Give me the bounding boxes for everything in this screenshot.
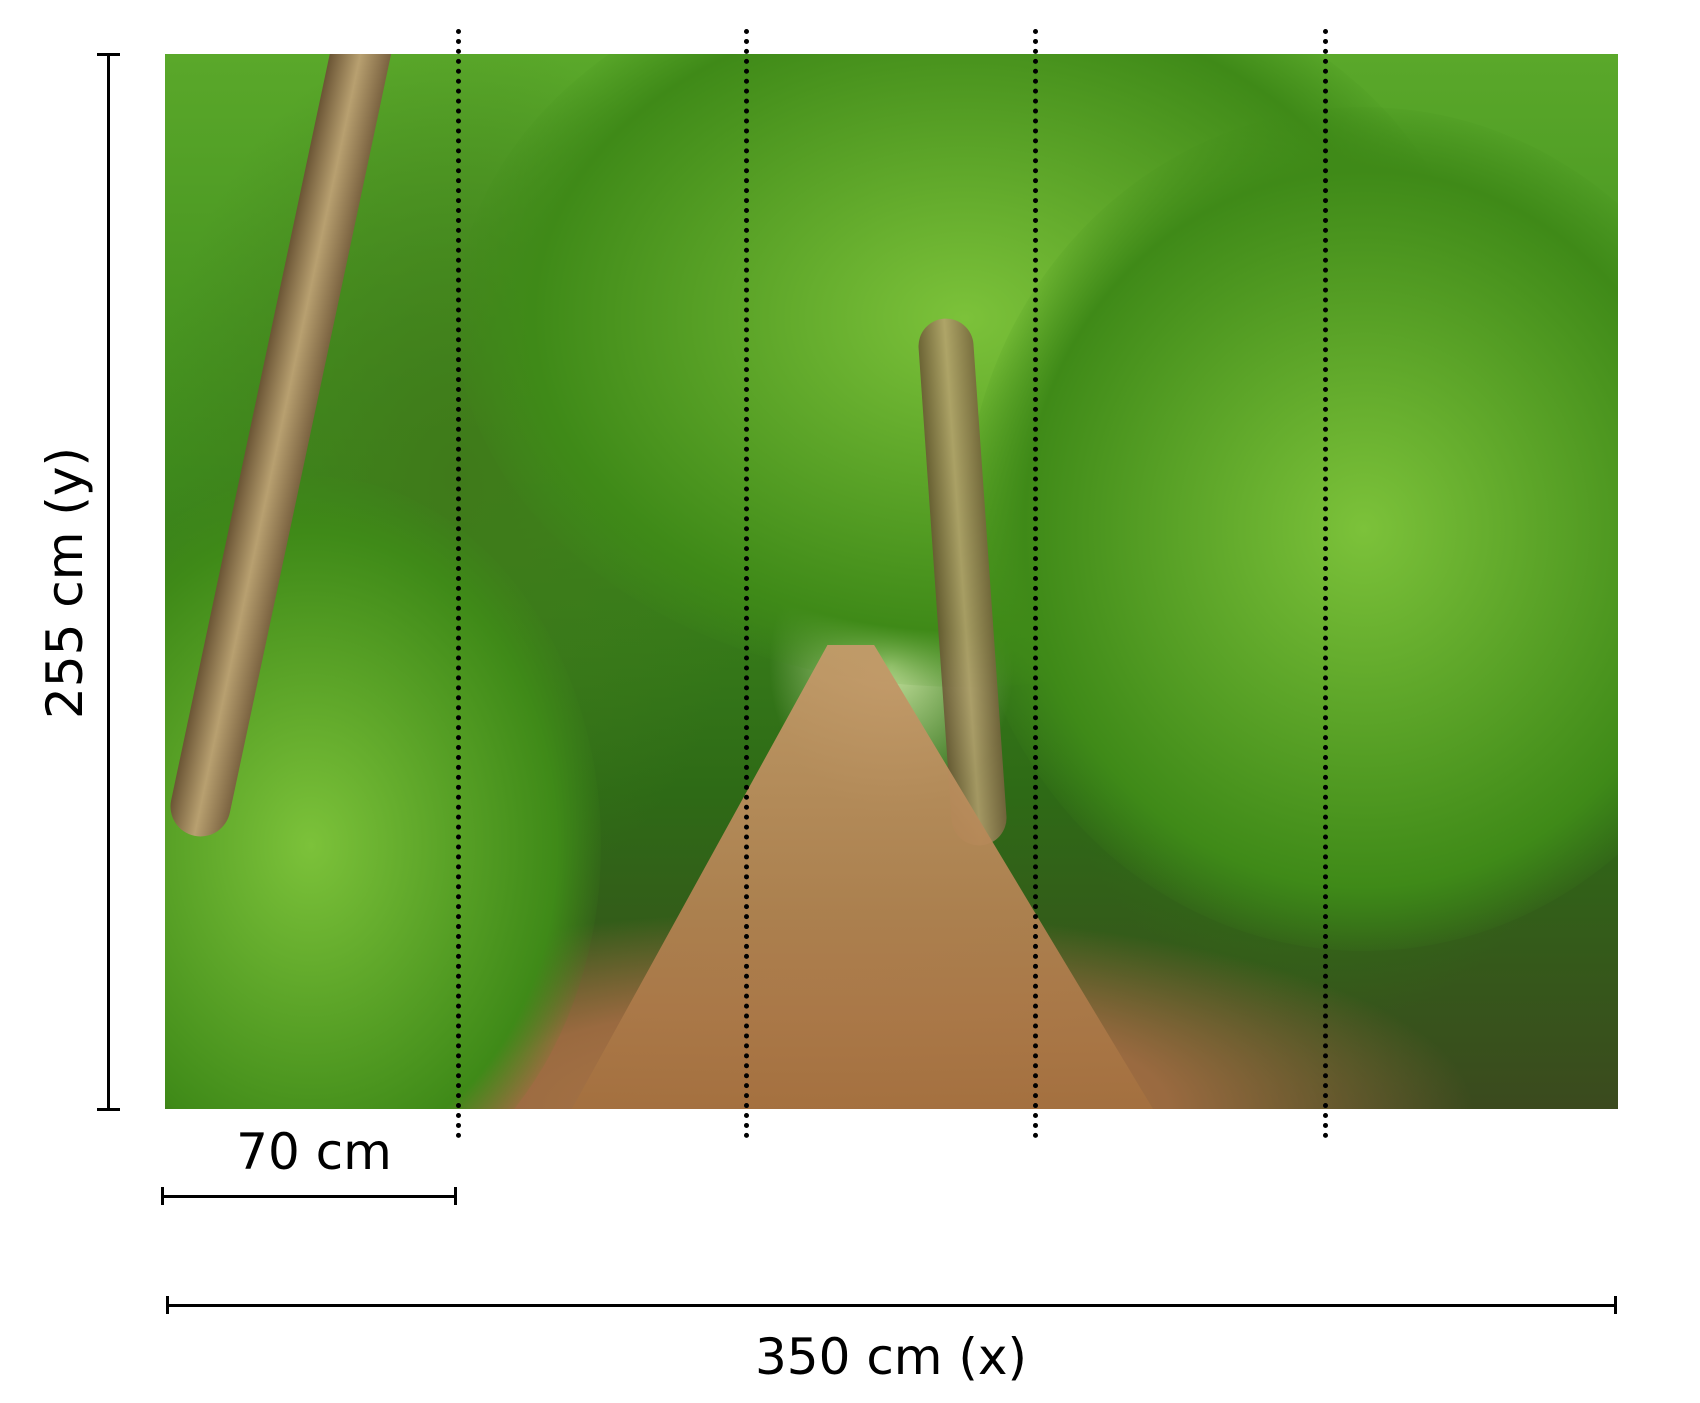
width-dimension-line <box>166 1304 1617 1307</box>
height-dimension-line <box>107 54 110 1109</box>
wallpaper-photo <box>165 54 1618 1109</box>
panel-seam-line <box>1323 29 1328 1139</box>
panel-width-dimension-cap <box>161 1187 164 1205</box>
panel-width-dimension-cap <box>454 1187 457 1205</box>
height-dimension-cap <box>97 53 120 56</box>
panel-seam-line <box>456 29 461 1139</box>
width-dimension-cap <box>166 1296 169 1314</box>
panel-seam-line <box>1033 29 1038 1139</box>
height-dimension-cap <box>97 1108 120 1111</box>
width-label: 350 cm (x) <box>754 1328 1028 1386</box>
height-label: 255 cm (y) <box>36 446 94 720</box>
width-dimension-cap <box>1614 1296 1617 1314</box>
panel-width-dimension-line <box>161 1195 456 1198</box>
palm-frond <box>964 106 1618 951</box>
panel-seam-line <box>744 29 749 1139</box>
panel-width-label: 70 cm <box>236 1123 392 1181</box>
